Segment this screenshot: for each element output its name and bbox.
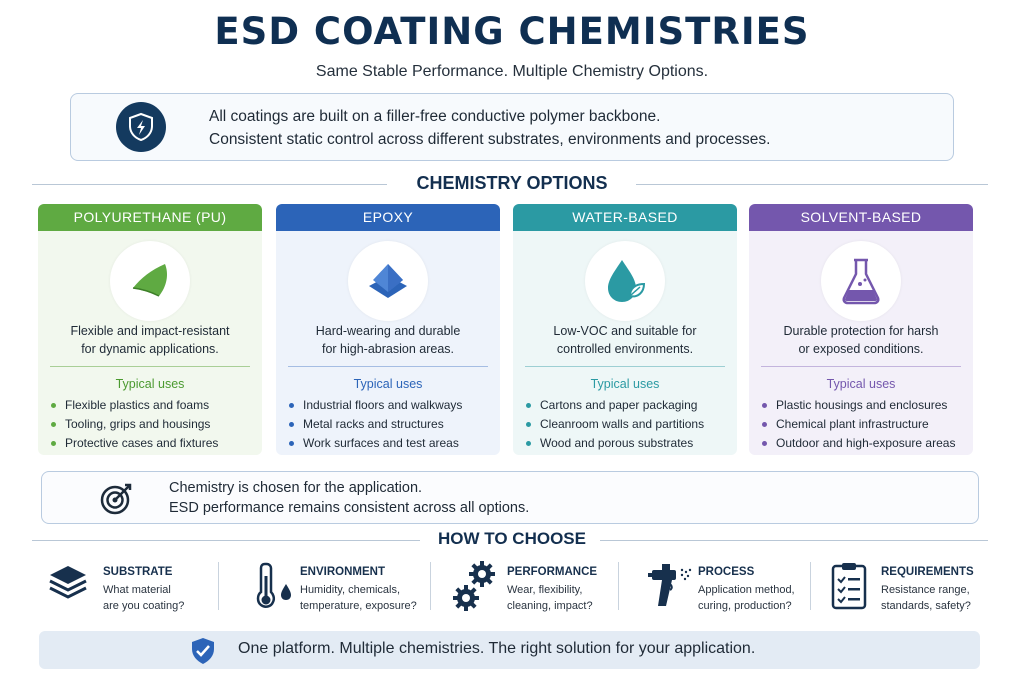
flexible-sheet-icon: [110, 241, 190, 321]
list-item: Cartons and paper packaging: [523, 396, 704, 415]
list-item: Flexible plastics and foams: [48, 396, 218, 415]
uses-list: Industrial floors and walkways Metal rac…: [286, 396, 462, 453]
chemistry-options-label: CHEMISTRY OPTIONS: [416, 173, 608, 193]
page-subtitle: Same Stable Performance. Multiple Chemis…: [315, 63, 709, 80]
factor-title: PROCESS: [698, 566, 755, 578]
chemistry-options-heading: CHEMISTRY OPTIONS: [0, 173, 1024, 197]
note-line-1: Chemistry is chosen for the application.: [169, 480, 423, 496]
card-description-1: Low-VOC and suitable for: [553, 324, 697, 338]
layers-icon: [49, 566, 87, 599]
note-line-2: ESD performance remains consistent acros…: [169, 500, 530, 516]
typical-uses-label: Typical uses: [115, 377, 185, 391]
factor-question-1: Application method,: [698, 584, 795, 596]
list-item: Protective cases and fixtures: [48, 434, 218, 453]
list-item: Plastic housings and enclosures: [759, 396, 955, 415]
factor-question-1: What material: [103, 584, 171, 596]
factor-question-2: curing, production?: [698, 600, 792, 612]
shield-bolt-icon: [116, 102, 166, 152]
card-water-based: WATER-BASED Low-VOC and suitable for con…: [513, 204, 737, 455]
target-icon: [100, 483, 132, 515]
factor-question-2: cleaning, impact?: [507, 600, 593, 612]
factor-environment: ENVIRONMENT Humidity, chemicals, tempera…: [253, 560, 428, 620]
factor-title: SUBSTRATE: [103, 566, 173, 578]
spray-gun-icon: [648, 564, 692, 606]
card-polyurethane: POLYURETHANE (PU) Flexible and impact-re…: [38, 204, 262, 455]
factor-title: PERFORMANCE: [507, 566, 598, 578]
list-item: Chemical plant infrastructure: [759, 415, 955, 434]
factor-question-2: are you coating?: [103, 600, 185, 612]
factor-title: REQUIREMENTS: [881, 566, 974, 578]
card-description-2: for dynamic applications.: [81, 342, 219, 356]
list-item: Outdoor and high-exposure areas: [759, 434, 955, 453]
water-drop-leaf-icon: [585, 241, 665, 321]
factor-process: PROCESS Application method, curing, prod…: [646, 560, 816, 620]
card-description-1: Durable protection for harsh: [783, 324, 939, 338]
flask-icon: [821, 241, 901, 321]
list-item: Metal racks and structures: [286, 415, 462, 434]
list-item: Tooling, grips and housings: [48, 415, 218, 434]
factor-question-1: Wear, flexibility,: [507, 584, 583, 596]
intro-line-2: Consistent static control across differe…: [209, 131, 771, 148]
card-solvent-based: SOLVENT-BASED Durable protection for har…: [749, 204, 973, 455]
intro-panel: All coatings are built on a filler-free …: [70, 93, 954, 161]
page-title: ESD COATING CHEMISTRIES: [214, 10, 810, 53]
card-epoxy: EPOXY Hard-wearing and durable for high-…: [276, 204, 500, 455]
factor-question-1: Humidity, chemicals,: [300, 584, 401, 596]
typical-uses-label: Typical uses: [353, 377, 423, 391]
uses-list: Flexible plastics and foams Tooling, gri…: [48, 396, 218, 453]
list-item: Wood and porous substrates: [523, 434, 704, 453]
factor-requirements: REQUIREMENTS Resistance range, standards…: [830, 560, 995, 620]
factor-question-2: standards, safety?: [881, 600, 971, 612]
card-title: EPOXY: [276, 204, 500, 231]
application-note: Chemistry is chosen for the application.…: [41, 471, 979, 524]
factor-performance: PERFORMANCE Wear, flexibility, cleaning,…: [452, 560, 622, 620]
uses-list: Plastic housings and enclosures Chemical…: [759, 396, 955, 453]
footer-banner: One platform. Multiple chemistries. The …: [39, 631, 980, 669]
card-title: POLYURETHANE (PU): [38, 204, 262, 231]
card-description-2: for high-abrasion areas.: [321, 342, 455, 356]
footer-text: One platform. Multiple chemistries. The …: [238, 640, 756, 657]
factor-question-2: temperature, exposure?: [300, 600, 417, 612]
typical-uses-label: Typical uses: [826, 377, 896, 391]
layered-tile-icon: [348, 241, 428, 321]
card-description-1: Flexible and impact-resistant: [70, 324, 230, 338]
card-description-2: controlled environments.: [556, 342, 694, 356]
list-item: Work surfaces and test areas: [286, 434, 462, 453]
thermometer-drop-icon: [256, 562, 291, 608]
gears-icon: [453, 561, 495, 611]
uses-list: Cartons and paper packaging Cleanroom wa…: [523, 396, 704, 453]
typical-uses-label: Typical uses: [590, 377, 660, 391]
how-to-choose-label: HOW TO CHOOSE: [438, 529, 586, 548]
card-description-1: Hard-wearing and durable: [315, 324, 461, 338]
shield-check-icon: [192, 638, 214, 664]
card-title: SOLVENT-BASED: [749, 204, 973, 231]
checklist-icon: [831, 563, 867, 610]
factor-title: ENVIRONMENT: [300, 566, 385, 578]
list-item: Industrial floors and walkways: [286, 396, 462, 415]
intro-line-1: All coatings are built on a filler-free …: [209, 108, 661, 125]
card-description-2: or exposed conditions.: [798, 342, 924, 356]
factor-substrate: SUBSTRATE What material are you coating?: [46, 560, 216, 620]
factor-question-1: Resistance range,: [881, 584, 970, 596]
card-title: WATER-BASED: [513, 204, 737, 231]
how-to-choose-heading: HOW TO CHOOSE: [0, 529, 1024, 553]
list-item: Cleanroom walls and partitions: [523, 415, 704, 434]
